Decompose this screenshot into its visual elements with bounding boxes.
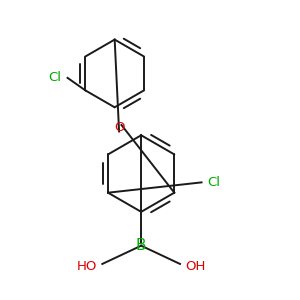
Text: OH: OH bbox=[185, 260, 206, 273]
Text: O: O bbox=[114, 122, 124, 134]
Text: B: B bbox=[136, 238, 146, 253]
Text: Cl: Cl bbox=[49, 71, 62, 84]
Text: Cl: Cl bbox=[207, 176, 220, 189]
Text: HO: HO bbox=[76, 260, 97, 273]
